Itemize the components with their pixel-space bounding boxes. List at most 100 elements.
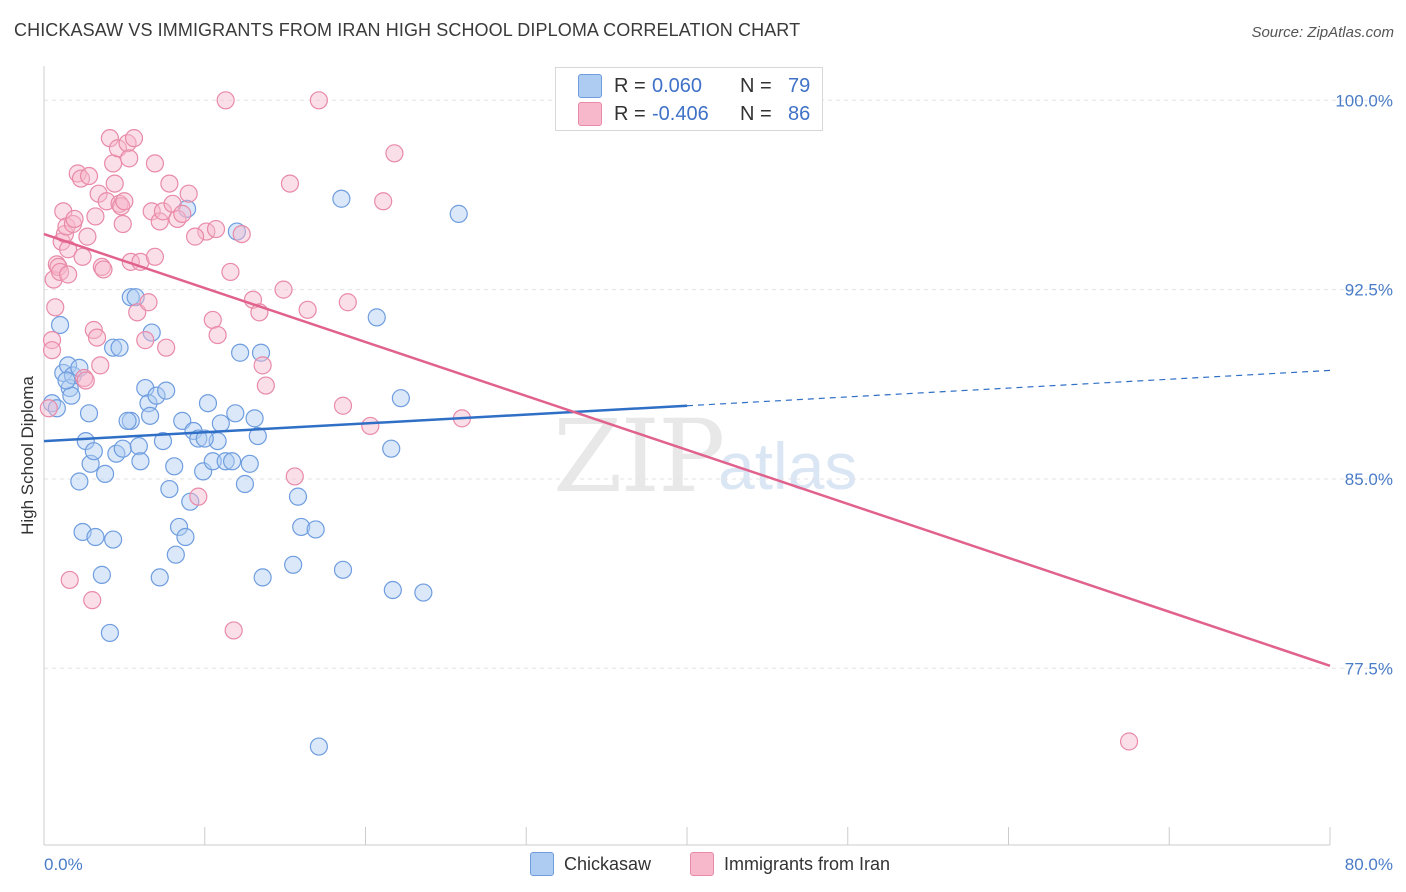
chickasaw-point [165, 457, 184, 476]
iran-point [153, 202, 173, 221]
chickasaw-point [227, 222, 246, 241]
iran-point [128, 303, 147, 322]
legend-swatch-iran [578, 102, 602, 126]
chickasaw-point [391, 389, 410, 408]
chickasaw-point [284, 555, 303, 574]
chickasaw-point [95, 464, 115, 484]
chickasaw-point [157, 381, 176, 400]
watermark-zip: ZIP [553, 398, 725, 515]
iran-point [1119, 732, 1139, 751]
chickasaw-point [195, 429, 214, 448]
legend-label-iran: Immigrants from Iran [724, 853, 891, 874]
iran-point [298, 300, 317, 319]
iran-point [94, 260, 113, 279]
chickasaw-point [140, 406, 160, 425]
chickasaw-point [166, 545, 185, 564]
chickasaw-point [382, 439, 401, 458]
chickasaw-point [118, 411, 137, 430]
iran-point [333, 396, 353, 415]
iran-point [309, 91, 328, 110]
iran-point [39, 399, 58, 418]
legend-row-iran: R = -0.406 N = 86 [578, 101, 810, 127]
series-legend: Chickasaw Immigrants from Iran [0, 852, 1406, 876]
chickasaw-point [160, 479, 179, 499]
y-tick-label: 92.5% [1345, 281, 1393, 300]
chickasaw-trend-extension [686, 369, 1331, 407]
iran-point [256, 376, 275, 395]
iran-point [179, 184, 198, 203]
chickasaw-point [203, 452, 222, 471]
iran-point [203, 310, 222, 330]
chickasaw-point [414, 583, 433, 602]
chickasaw-point [226, 404, 245, 423]
iran-point [78, 227, 97, 246]
y-tick-label: 77.5% [1345, 659, 1393, 678]
legend-swatch-chickasaw [578, 74, 602, 98]
iran-point [361, 416, 380, 436]
iran-point [338, 293, 357, 312]
y-tick-label: 100.0% [1335, 91, 1393, 110]
iran-point [224, 621, 243, 640]
iran-point [60, 570, 79, 590]
iran-point [108, 139, 128, 158]
iran-point [73, 247, 92, 266]
chickasaw-point [367, 308, 386, 327]
iran-point [121, 252, 140, 271]
legend-item-iran[interactable]: Immigrants from Iran [690, 852, 890, 876]
iran-point [105, 174, 124, 193]
chickasaw-point [104, 530, 123, 549]
iran-points [39, 91, 1139, 751]
iran-point [374, 192, 393, 211]
chart-title: CHICKASAW VS IMMIGRANTS FROM IRAN HIGH S… [14, 20, 801, 40]
iran-point [120, 149, 139, 168]
grid-lines [44, 99, 1393, 669]
legend-item-chickasaw[interactable]: Chickasaw [530, 852, 651, 876]
iran-point [173, 204, 192, 223]
chickasaw-point [198, 394, 218, 413]
iran-point [136, 331, 155, 350]
chickasaw-point [104, 338, 123, 357]
iran-point [186, 227, 205, 246]
iran-point [145, 154, 165, 173]
chickasaw-point [86, 527, 105, 547]
iran-point [124, 129, 144, 148]
iran-point [139, 293, 158, 312]
iran-point [189, 487, 208, 506]
chickasaw-point [173, 411, 192, 430]
chickasaw-point [222, 452, 242, 471]
axis-labels: 77.5% 85.0% 92.5% 100.0% 0.0% 80.0% High Schoo… [18, 91, 1393, 874]
chickasaw-point [176, 527, 195, 547]
chickasaw-point [248, 426, 267, 446]
chickasaw-point [79, 404, 99, 423]
iran-point [59, 240, 78, 259]
iran-point [157, 338, 176, 357]
chickasaw-point [235, 474, 255, 494]
iran-point [208, 325, 227, 345]
x-tick-label: 0.0% [44, 855, 83, 874]
chickasaw-point [50, 315, 70, 335]
chickasaw-point [59, 356, 78, 375]
axes [43, 66, 1331, 846]
chickasaw-point [92, 565, 111, 584]
iran-point [160, 174, 179, 193]
chickasaw-point [211, 414, 230, 433]
chickasaw-point [113, 439, 132, 458]
chickasaw-point [110, 338, 129, 357]
chickasaw-point [147, 386, 166, 405]
legend-n-label: N = [740, 74, 772, 97]
chickasaw-point [309, 737, 328, 756]
chickasaw-point [142, 323, 161, 342]
chickasaw-point [189, 429, 208, 448]
legend-row-chickasaw: R = 0.060 N = 79 [578, 73, 810, 99]
iran-point [46, 298, 65, 317]
chickasaw-trend-line [43, 404, 688, 443]
iran-point [112, 197, 131, 216]
chickasaw-point [288, 487, 308, 506]
legend-n-value: 86 [788, 102, 811, 125]
iran-point [253, 356, 272, 375]
iran-point [285, 467, 304, 486]
chickasaw-point [231, 343, 250, 362]
iran-point [79, 166, 99, 186]
y-axis-label: High School Diploma [18, 376, 37, 535]
